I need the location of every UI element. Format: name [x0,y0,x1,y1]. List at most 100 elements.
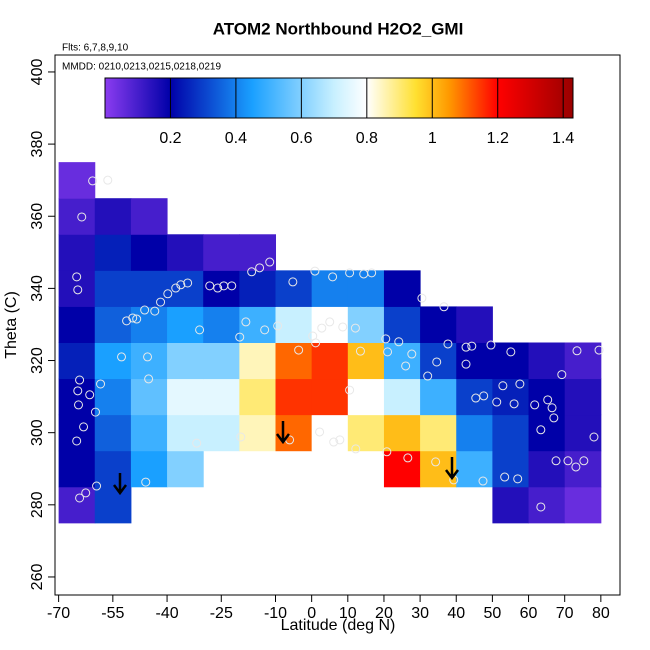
scatter-point [443,339,453,349]
x-tick-label: 60 [520,605,538,622]
heatmap-cell [130,306,168,343]
scatter-point [335,435,345,445]
heatmap-cell [58,234,96,271]
heatmap-cell [239,270,277,307]
colorbar-tick-label: 1.4 [552,130,574,147]
scatter-points [72,175,604,512]
scatter-point [241,317,251,327]
scatter-point [265,257,275,267]
scatter-point [294,345,304,355]
heatmap-cell [167,342,204,380]
scatter-point [486,340,496,350]
heatmap-cell [528,378,566,416]
heatmap-cell [130,270,168,307]
heatmap-cell [275,414,313,452]
heatmap-cell [383,306,421,343]
heatmap-cell [58,486,96,524]
scatter-point [163,289,173,299]
heatmap-cell [492,450,530,488]
y-tick-label: 380 [29,131,46,158]
heatmap-cell [383,270,421,307]
scatter-point [75,375,85,385]
colorbar-tick-label: 0.6 [290,130,312,147]
y-tick-label: 340 [29,275,46,302]
scatter-point [171,283,181,293]
colorbar-tick-label: 0.8 [356,130,378,147]
x-tick-label: 0 [307,605,316,622]
scatter-point [467,341,477,351]
heatmap-cell [167,234,204,271]
heatmap-cell [420,414,457,452]
colorbar-tick-label: 0.2 [159,130,181,147]
y-tick-label: 400 [29,59,46,86]
scatter-point [439,302,449,312]
scatter-point [90,407,100,417]
y-tick-label: 360 [29,203,46,230]
heatmap-cell [130,378,168,416]
heatmap-cell [203,342,240,380]
heatmap-cell [94,414,132,452]
heatmap-cell [492,414,530,452]
scatter-point [543,395,553,405]
annotation: Flts: 6,7,8,9,10 [62,43,129,54]
scatter-point [144,374,154,384]
scatter-point [557,370,567,380]
heatmap-cell [528,450,566,488]
x-tick-label: 40 [447,605,465,622]
heatmap-cell [456,306,493,343]
heatmap-cell [94,198,132,235]
scatter-point [571,462,581,472]
scatter-point [73,400,83,410]
scatter-point [345,385,355,395]
scatter-point [350,323,360,333]
heatmap-cell [492,486,530,524]
scatter-point [351,444,361,454]
scatter-point [143,352,153,362]
x-tick-label: 30 [411,605,429,622]
scatter-point [325,317,335,327]
scatter-point [513,474,523,484]
scatter-point [401,361,411,371]
scatter-point [536,425,546,435]
scatter-point [530,400,540,410]
arrows [113,421,459,496]
scatter-point [213,283,223,293]
heatmap-cell [58,198,96,235]
heatmap-cell [239,378,277,416]
scatter-point [235,332,245,342]
heatmap-cell [130,414,168,452]
y-tick-label: 260 [29,564,46,591]
scatter-point [431,457,441,467]
heatmap-cell [564,486,602,524]
scatter-point [563,456,573,466]
scatter-point [551,456,561,466]
scatter-point [308,331,318,341]
colorbar: 0.2 0.4 0.6 0.8 1 1.2 1.4 [104,77,574,147]
scatter-point [345,268,355,278]
scatter-point [417,293,427,303]
scatter-point [506,347,516,357]
heatmap-cell [203,234,240,271]
heatmap-cell [311,342,349,380]
scatter-point [273,321,283,331]
x-tick-label: 20 [375,605,393,622]
scatter-point [88,176,98,186]
scatter-point [403,453,413,463]
x-axis-label: Latitude (deg N) [281,617,396,634]
heatmap-cell [58,162,96,199]
scatter-point [367,268,377,278]
scatter-point [423,371,433,381]
scatter-point [547,403,557,413]
colorbar-tick-label: 1 [428,130,437,147]
scatter-point [589,432,599,442]
heatmap-cell [564,378,602,416]
heatmap-cell [275,270,313,307]
heatmap-cell [203,414,240,452]
scatter-point [338,322,348,332]
heatmap-cell [58,306,96,343]
arrow [445,457,459,481]
heatmap-cell [94,378,132,416]
heatmap-cell [167,378,204,416]
scatter-point [407,349,417,359]
heatmap-cell [239,414,277,452]
